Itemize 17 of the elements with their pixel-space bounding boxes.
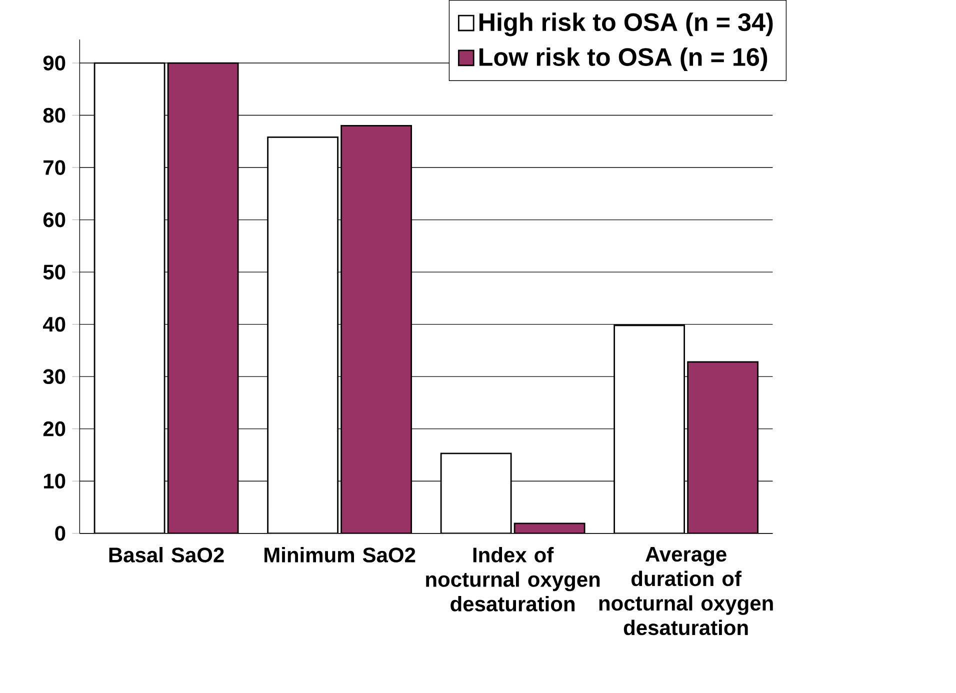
y-tick-label: 50	[43, 264, 66, 280]
x-tick-label: Average duration of nocturnal oxygen desaturation	[599, 547, 773, 636]
y-tick-label: 10	[44, 474, 66, 489]
y-tick-label: 80	[43, 108, 66, 123]
y-tick-label: 40	[42, 317, 66, 332]
x-tick-label: Basal SaO2	[109, 547, 224, 563]
legend-label: High risk to OSA (n = 34)	[479, 12, 773, 36]
y-tick-label: 60	[43, 212, 66, 228]
y-tick-label: 30	[43, 369, 66, 384]
y-tick-label: 70	[44, 160, 66, 176]
legend-label: Low risk to OSA (n = 16)	[479, 48, 768, 72]
y-tick-label: 90	[43, 56, 66, 71]
y-tick-label: 20	[43, 422, 66, 436]
y-tick-label: 0	[55, 526, 66, 541]
bar	[514, 522, 586, 534]
x-tick-label: Minimum SaO2	[264, 547, 416, 563]
x-tick-label: Index of nocturnal oxygen desaturation	[426, 547, 600, 612]
